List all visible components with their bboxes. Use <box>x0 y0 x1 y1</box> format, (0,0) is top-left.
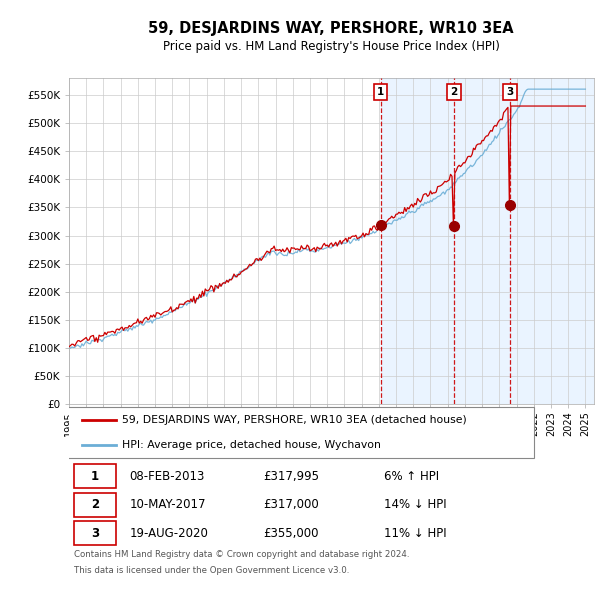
Text: 3: 3 <box>91 527 100 540</box>
Text: £317,995: £317,995 <box>263 470 319 483</box>
Text: 59, DESJARDINS WAY, PERSHORE, WR10 3EA: 59, DESJARDINS WAY, PERSHORE, WR10 3EA <box>148 21 514 36</box>
Text: 14% ↓ HPI: 14% ↓ HPI <box>384 499 446 512</box>
Text: 1: 1 <box>91 470 100 483</box>
Text: This data is licensed under the Open Government Licence v3.0.: This data is licensed under the Open Gov… <box>74 566 350 575</box>
Text: £355,000: £355,000 <box>263 527 319 540</box>
FancyBboxPatch shape <box>67 407 533 458</box>
Text: 10-MAY-2017: 10-MAY-2017 <box>130 499 206 512</box>
Text: 19-AUG-2020: 19-AUG-2020 <box>130 527 208 540</box>
Text: 11% ↓ HPI: 11% ↓ HPI <box>384 527 446 540</box>
Text: HPI: Average price, detached house, Wychavon: HPI: Average price, detached house, Wych… <box>121 440 380 450</box>
Text: 6% ↑ HPI: 6% ↑ HPI <box>384 470 439 483</box>
Text: Price paid vs. HM Land Registry's House Price Index (HPI): Price paid vs. HM Land Registry's House … <box>163 40 500 53</box>
Text: 1: 1 <box>377 87 384 97</box>
FancyBboxPatch shape <box>74 464 116 489</box>
Text: 3: 3 <box>506 87 514 97</box>
Text: 2: 2 <box>451 87 458 97</box>
FancyBboxPatch shape <box>74 521 116 545</box>
Text: Contains HM Land Registry data © Crown copyright and database right 2024.: Contains HM Land Registry data © Crown c… <box>74 550 410 559</box>
Bar <box>380 78 594 405</box>
FancyBboxPatch shape <box>74 493 116 517</box>
Text: 08-FEB-2013: 08-FEB-2013 <box>130 470 205 483</box>
Text: 59, DESJARDINS WAY, PERSHORE, WR10 3EA (detached house): 59, DESJARDINS WAY, PERSHORE, WR10 3EA (… <box>121 415 466 425</box>
Text: 2: 2 <box>91 499 100 512</box>
Text: £317,000: £317,000 <box>263 499 319 512</box>
